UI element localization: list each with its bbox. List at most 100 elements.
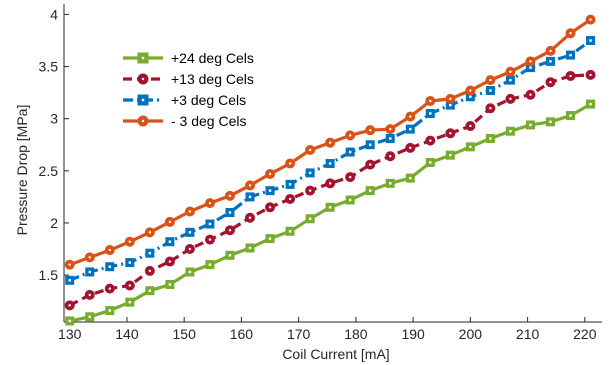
legend-entry: +24 deg Cels: [123, 50, 254, 66]
data-point-center: [429, 112, 432, 115]
data-point-center: [429, 139, 432, 142]
data-point-center: [328, 141, 332, 144]
data-point-center: [328, 162, 332, 165]
chart-legend: +24 deg Cels +13 deg Cels +3 deg Cels - 3 d…: [123, 50, 254, 129]
legend-label: - 3 deg Cels: [171, 113, 246, 129]
data-point-center: [449, 153, 452, 157]
data-point-center: [389, 182, 392, 185]
data-point-center: [268, 172, 272, 176]
data-point-center: [409, 176, 412, 180]
data-point-center: [68, 319, 71, 323]
data-point-center: [188, 247, 192, 251]
data-point-center: [389, 155, 392, 158]
data-point-center: [128, 261, 132, 264]
data-point-center: [88, 315, 91, 318]
data-point-center: [549, 60, 552, 63]
data-point-center: [328, 206, 332, 209]
data-point-center: [589, 102, 592, 106]
data-point-center: [589, 73, 592, 77]
data-point-center: [509, 70, 512, 73]
data-point-center: [549, 120, 552, 124]
series-2: [64, 69, 596, 311]
data-point-center: [268, 206, 272, 209]
data-point-center: [108, 265, 111, 268]
data-point-center: [589, 18, 592, 21]
data-point-center: [228, 194, 232, 198]
data-point-center: [469, 95, 472, 98]
legend-entry: +3 deg Cels: [123, 92, 246, 108]
data-point-center: [569, 53, 572, 57]
data-point-center: [469, 124, 472, 128]
y-tick-label: 2: [50, 215, 58, 231]
data-point-center: [168, 283, 172, 286]
data-point-center: [68, 279, 71, 282]
legend-label: +13 deg Cels: [171, 71, 254, 87]
data-point-center: [208, 201, 212, 205]
y-tick-label: 2.5: [39, 163, 59, 179]
data-point-center: [489, 137, 492, 140]
y-tick-label: 1.5: [39, 267, 59, 283]
x-tick-label: 220: [573, 326, 597, 342]
x-tick-label: 160: [230, 326, 254, 342]
series-layer: [64, 14, 596, 326]
x-tick-label: 170: [287, 326, 311, 342]
data-point-center: [369, 189, 372, 192]
data-point-center: [108, 309, 111, 312]
data-point-center: [208, 238, 212, 241]
data-point-center: [308, 171, 312, 175]
data-point-center: [449, 132, 452, 135]
series-4: [64, 14, 596, 270]
data-point-center: [308, 217, 312, 220]
data-point-center: [168, 220, 172, 224]
data-point-center: [148, 289, 152, 292]
data-point-center: [348, 175, 352, 179]
data-point-center: [429, 161, 432, 164]
data-point-center: [228, 211, 232, 214]
data-point-center: [68, 304, 71, 307]
legend-entry: - 3 deg Cels: [123, 113, 246, 129]
data-point-center: [248, 195, 252, 199]
data-point-center: [529, 123, 532, 127]
data-point-center: [409, 115, 412, 118]
data-point-center: [141, 77, 145, 81]
legend-label: +3 deg Cels: [171, 92, 246, 108]
data-point-center: [429, 99, 432, 103]
data-point-center: [268, 189, 272, 192]
data-point-center: [409, 146, 412, 150]
y-axis-label: Pressure Drop [MPa]: [14, 105, 30, 236]
data-point-center: [589, 39, 592, 42]
data-point-center: [248, 216, 252, 219]
data-point-center: [509, 97, 512, 101]
data-point-center: [489, 78, 492, 82]
data-point-center: [108, 248, 111, 252]
data-point-center: [569, 31, 572, 35]
data-point-center: [389, 127, 392, 131]
data-point-center: [288, 230, 292, 233]
data-point-center: [68, 263, 71, 266]
data-point-center: [469, 89, 472, 92]
data-point-center: [168, 260, 172, 263]
data-point-center: [228, 229, 232, 232]
data-point-center: [208, 222, 212, 226]
data-point-center: [509, 130, 512, 133]
data-point-center: [489, 89, 492, 92]
data-point-center: [188, 231, 192, 234]
data-point-center: [389, 137, 392, 140]
data-point-center: [308, 148, 312, 152]
x-tick-label: 190: [401, 326, 425, 342]
data-point-center: [148, 269, 152, 273]
series-3: [65, 35, 596, 285]
data-point-center: [88, 293, 91, 297]
data-point-center: [168, 240, 172, 243]
data-point-center: [288, 183, 292, 186]
data-point-center: [128, 300, 132, 304]
data-point-center: [88, 270, 91, 274]
x-tick-label: 150: [173, 326, 197, 342]
series-line: [68, 73, 591, 307]
data-point-center: [549, 80, 552, 84]
x-tick-label: 180: [344, 326, 368, 342]
x-tick-label: 210: [516, 326, 540, 342]
data-point-center: [228, 254, 232, 257]
data-point-center: [328, 182, 332, 185]
